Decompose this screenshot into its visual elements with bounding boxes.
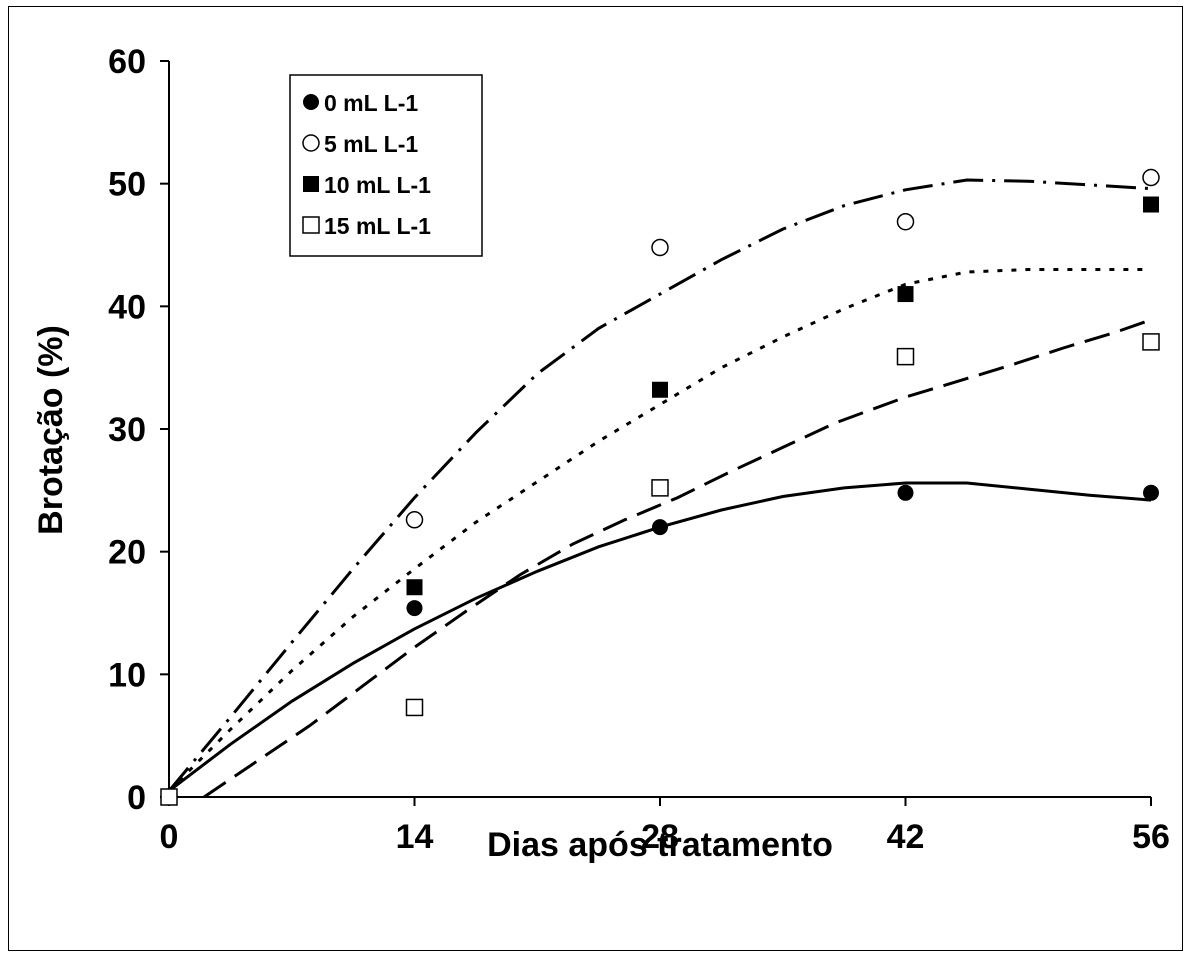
legend-label: 0 mL L-1	[324, 90, 418, 116]
legend-label: 5 mL L-1	[324, 131, 418, 157]
x-tick-label: 28	[641, 818, 679, 856]
legend-marker	[302, 216, 320, 234]
data-points	[160, 168, 1160, 806]
y-tick-label: 10	[108, 656, 146, 694]
legend-box	[289, 74, 483, 257]
data-point	[651, 479, 669, 497]
x-tick-label: 42	[887, 818, 925, 856]
data-point	[652, 381, 668, 398]
data-point	[406, 600, 423, 617]
data-point	[896, 212, 915, 231]
data-point	[1143, 484, 1159, 501]
data-point	[1143, 196, 1159, 213]
legend-marker	[302, 134, 320, 152]
y-axis-title: Brotação (%)	[32, 325, 70, 535]
axes: 0 10 20 30 40 50 60 0 14 28 42 56	[108, 43, 1170, 856]
fit-line-dotted	[167, 268, 1151, 792]
data-point	[160, 788, 178, 806]
data-point	[406, 579, 423, 596]
legend-marker	[303, 94, 319, 110]
data-point	[897, 286, 914, 303]
data-point	[405, 511, 424, 529]
data-point	[1142, 168, 1160, 187]
data-point	[1142, 333, 1160, 351]
x-tick-label: 14	[396, 818, 434, 856]
data-point	[405, 698, 424, 717]
fit-line-dashed	[203, 318, 1152, 799]
legend-label: 10 mL L-1	[324, 172, 431, 198]
y-tick-label: 30	[108, 411, 146, 449]
data-point	[896, 347, 915, 366]
x-axis-title: Dias após tratamento	[487, 826, 833, 864]
y-tick-label: 40	[108, 288, 146, 326]
y-tick-label: 20	[108, 534, 146, 572]
data-point	[651, 238, 669, 257]
fit-line-dash-dot	[167, 178, 1152, 792]
chart-frame	[8, 6, 1183, 951]
legend: 0 mL L-1 5 mL L-1 10 mL L-1 15 mL L-1	[289, 74, 483, 257]
data-point	[652, 519, 668, 536]
y-tick-label: 60	[108, 43, 146, 81]
legend-marker	[303, 176, 319, 192]
y-tick-label: 0	[127, 779, 146, 817]
data-point	[897, 484, 914, 501]
y-tick-label: 50	[108, 166, 146, 204]
x-tick-label: 56	[1132, 818, 1170, 856]
legend-label: 15 mL L-1	[324, 213, 431, 239]
x-tick-label: 0	[160, 818, 179, 856]
